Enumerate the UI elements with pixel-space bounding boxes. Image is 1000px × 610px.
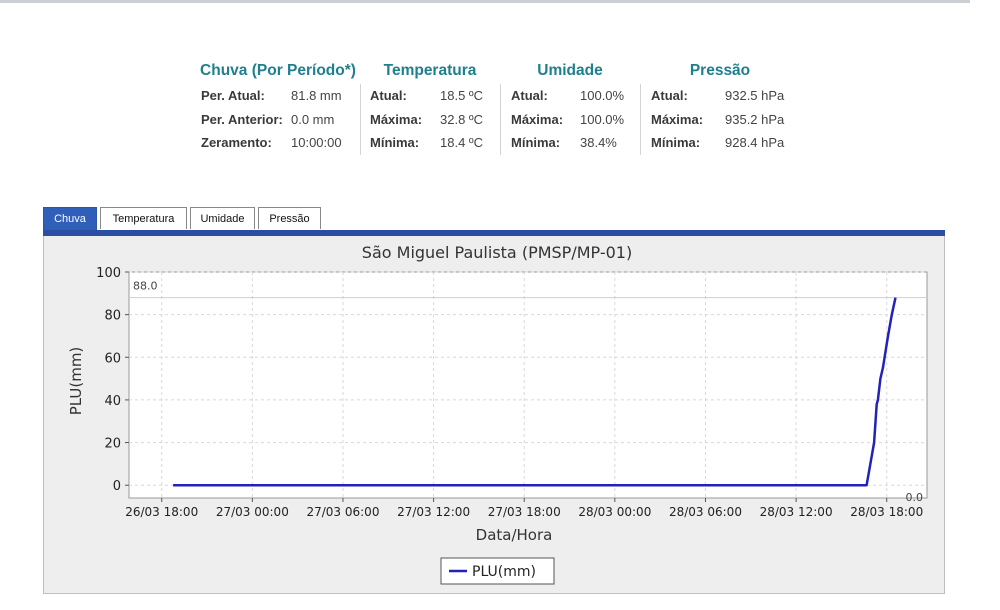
y-tick-label: 80 (104, 309, 121, 324)
stat-value: 928.4 hPa (725, 135, 785, 150)
chart-legend: PLU(mm) (440, 557, 555, 585)
min-marker-label: 0.0 (906, 491, 924, 504)
stat-temperature: Temperatura Atual: 18.5 ºC Máxima: 32.8 ºC… (360, 58, 500, 155)
stat-label: Per. Atual: (201, 88, 265, 103)
tab-pressao[interactable]: Pressão (258, 207, 321, 229)
stat-value: 18.4 ºC (440, 135, 484, 150)
x-tick-label: 27/03 12:00 (397, 505, 470, 519)
top-divider (0, 0, 970, 3)
stats-summary: Chuva (Por Período*) Per. Atual: 81.8 mm … (0, 58, 1000, 168)
stat-label: Máxima: (511, 111, 564, 127)
y-axis-label: PLU(mm) (67, 347, 85, 416)
stat-label: Máxima: (651, 111, 704, 127)
chart-title: São Miguel Paulista (PMSP/MP-01) (362, 243, 632, 262)
tab-temperatura[interactable]: Temperatura (100, 207, 187, 229)
series-line (173, 297, 897, 487)
stat-value: 100.0% (580, 111, 625, 127)
y-tick-label: 40 (104, 394, 121, 409)
stat-pressure-title: Pressão (689, 62, 751, 79)
stat-label: Máxima: (370, 111, 423, 127)
stat-label: Per. Anterior: (201, 111, 283, 127)
y-tick-label: 20 (104, 437, 121, 452)
stat-row: Mínima: 38.4% (501, 131, 640, 155)
stat-row: Per. Anterior: 0.0 mm (196, 108, 360, 132)
x-tick-label: 27/03 06:00 (306, 505, 379, 519)
stat-value: 81.8 mm (291, 88, 342, 103)
stat-label: Mínima: (370, 135, 420, 150)
stat-row: Zeramento: 10:00:00 (196, 131, 360, 155)
plot-area (128, 271, 928, 499)
x-tick-label: 26/03 18:00 (125, 505, 198, 519)
x-tick-label: 27/03 00:00 (216, 505, 289, 519)
stat-value: 100.0% (580, 88, 625, 103)
stat-label: Mínima: (511, 135, 561, 150)
stat-value: 38.4% (580, 135, 617, 150)
stat-humidity-title: Umidade (537, 62, 603, 79)
x-tick-label: 28/03 12:00 (760, 505, 833, 519)
x-tick-label: 28/03 06:00 (669, 505, 742, 519)
tab-umidade[interactable]: Umidade (190, 207, 255, 229)
stat-row: Máxima: 935.2 hPa (641, 108, 800, 132)
stat-row: Per. Atual: 81.8 mm (196, 84, 360, 108)
stat-value: 932.5 hPa (725, 88, 785, 103)
y-tick-label: 0 (113, 479, 121, 494)
legend-label: PLU(mm) (472, 564, 536, 580)
stat-row: Mínima: 18.4 ºC (361, 131, 500, 155)
stat-value: 935.2 hPa (725, 111, 785, 127)
stat-label: Mínima: (651, 135, 701, 150)
tab-chuva[interactable]: Chuva (43, 207, 97, 231)
x-tick-label: 28/03 18:00 (850, 505, 923, 519)
stat-rain-title: Chuva (Por Período*) (200, 62, 356, 79)
stat-pressure: Pressão Atual: 932.5 hPa Máxima: 935.2 hPa… (640, 58, 800, 155)
stat-label: Zeramento: (201, 135, 272, 150)
rain-chart: São Miguel Paulista (PMSP/MP-01) PLU(mm)… (67, 243, 928, 585)
x-tick-label: 28/03 00:00 (578, 505, 651, 519)
stat-row: Atual: 18.5 ºC (361, 84, 500, 108)
x-tick-label: 27/03 18:00 (488, 505, 561, 519)
stat-value: 32.8 ºC (440, 111, 484, 127)
stat-label: Atual: (370, 88, 407, 103)
stat-value: 18.5 ºC (440, 88, 484, 103)
stat-row: Atual: 932.5 hPa (641, 84, 800, 108)
max-marker-label: 88.0 (133, 280, 158, 293)
stat-label: Atual: (511, 88, 548, 103)
y-tick-label: 60 (104, 351, 121, 366)
x-axis-label: Data/Hora (476, 526, 553, 544)
stat-row: Máxima: 100.0% (501, 108, 640, 132)
stat-row: Máxima: 32.8 ºC (361, 108, 500, 132)
stat-label: Atual: (651, 88, 688, 103)
y-tick-label: 100 (96, 266, 121, 281)
tab-underline (43, 230, 945, 236)
stat-humidity: Umidade Atual: 100.0% Máxima: 100.0% Mínim… (500, 58, 640, 155)
stat-rain: Chuva (Por Período*) Per. Atual: 81.8 mm … (196, 58, 360, 155)
stat-row: Atual: 100.0% (501, 84, 640, 108)
stat-value: 0.0 mm (291, 111, 335, 127)
stat-row: Mínima: 928.4 hPa (641, 131, 800, 155)
stat-value: 10:00:00 (291, 135, 342, 150)
chart-panel: São Miguel Paulista (PMSP/MP-01) PLU(mm)… (43, 236, 945, 594)
stat-temperature-title: Temperatura (383, 62, 477, 79)
